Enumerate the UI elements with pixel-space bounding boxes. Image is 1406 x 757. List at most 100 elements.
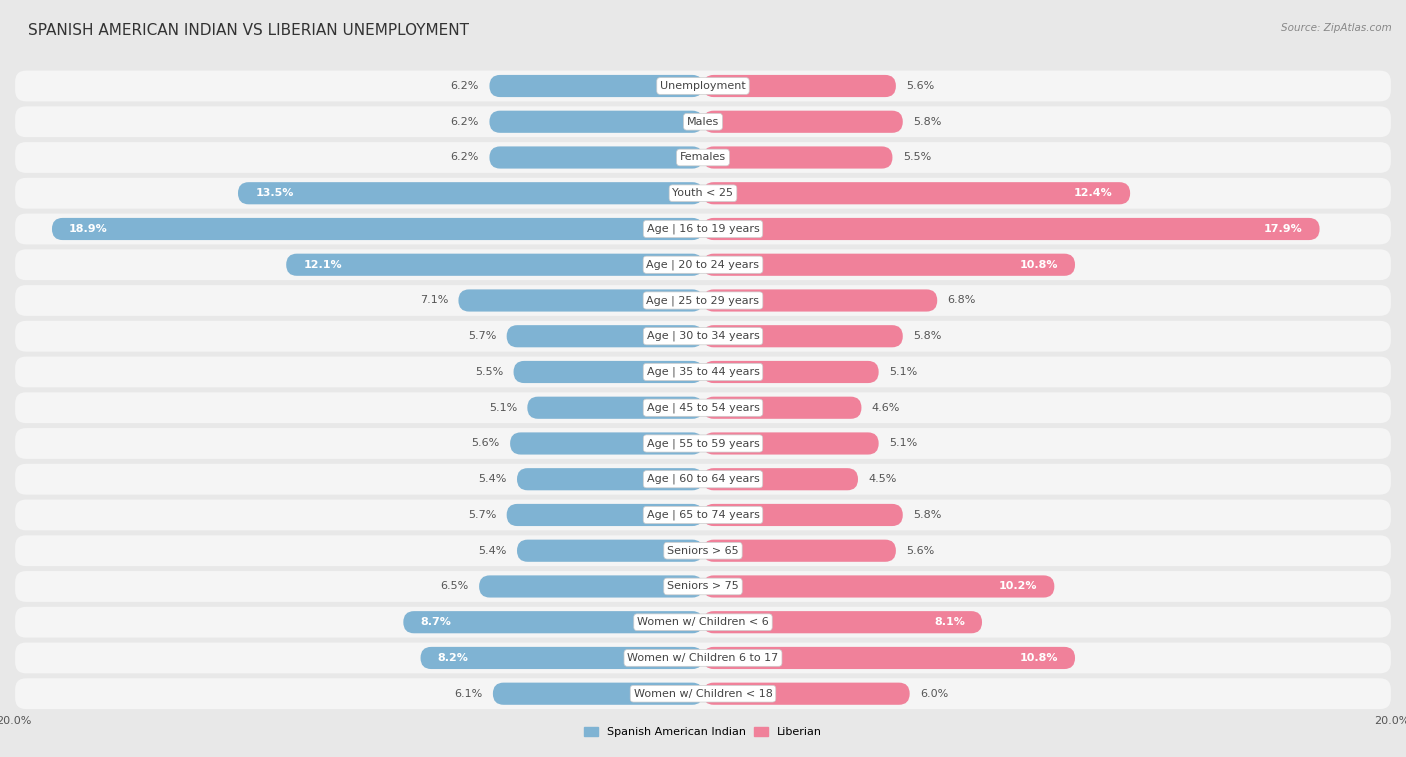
Text: Age | 65 to 74 years: Age | 65 to 74 years	[647, 509, 759, 520]
FancyBboxPatch shape	[458, 289, 703, 312]
Text: 7.1%: 7.1%	[420, 295, 449, 306]
FancyBboxPatch shape	[513, 361, 703, 383]
FancyBboxPatch shape	[14, 248, 1392, 281]
FancyBboxPatch shape	[14, 284, 1392, 317]
Text: 8.1%: 8.1%	[934, 617, 965, 628]
Text: Seniors > 75: Seniors > 75	[666, 581, 740, 591]
FancyBboxPatch shape	[14, 570, 1392, 603]
Text: 4.6%: 4.6%	[872, 403, 900, 413]
FancyBboxPatch shape	[703, 575, 1054, 597]
Text: 6.8%: 6.8%	[948, 295, 976, 306]
Text: 6.5%: 6.5%	[440, 581, 468, 591]
Text: 5.1%: 5.1%	[889, 438, 917, 448]
FancyBboxPatch shape	[703, 361, 879, 383]
Text: 10.2%: 10.2%	[998, 581, 1038, 591]
Text: 5.6%: 5.6%	[907, 546, 935, 556]
FancyBboxPatch shape	[14, 391, 1392, 424]
FancyBboxPatch shape	[489, 75, 703, 97]
Text: 5.8%: 5.8%	[912, 117, 942, 126]
Text: Women w/ Children 6 to 17: Women w/ Children 6 to 17	[627, 653, 779, 663]
FancyBboxPatch shape	[14, 427, 1392, 460]
FancyBboxPatch shape	[14, 534, 1392, 567]
Text: 10.8%: 10.8%	[1019, 260, 1057, 269]
FancyBboxPatch shape	[703, 397, 862, 419]
Text: Women w/ Children < 6: Women w/ Children < 6	[637, 617, 769, 628]
Legend: Spanish American Indian, Liberian: Spanish American Indian, Liberian	[579, 722, 827, 741]
Text: 10.8%: 10.8%	[1019, 653, 1057, 663]
FancyBboxPatch shape	[52, 218, 703, 240]
Text: 6.1%: 6.1%	[454, 689, 482, 699]
Text: Unemployment: Unemployment	[661, 81, 745, 91]
Text: 5.5%: 5.5%	[475, 367, 503, 377]
FancyBboxPatch shape	[703, 683, 910, 705]
Text: Source: ZipAtlas.com: Source: ZipAtlas.com	[1281, 23, 1392, 33]
Text: 4.5%: 4.5%	[869, 474, 897, 484]
Text: Females: Females	[681, 152, 725, 163]
Text: 6.2%: 6.2%	[451, 152, 479, 163]
Text: 5.7%: 5.7%	[468, 510, 496, 520]
Text: 5.4%: 5.4%	[478, 546, 506, 556]
FancyBboxPatch shape	[489, 146, 703, 169]
Text: Youth < 25: Youth < 25	[672, 188, 734, 198]
FancyBboxPatch shape	[14, 463, 1392, 496]
Text: Seniors > 65: Seniors > 65	[668, 546, 738, 556]
FancyBboxPatch shape	[517, 540, 703, 562]
Text: 5.1%: 5.1%	[889, 367, 917, 377]
Text: Age | 25 to 29 years: Age | 25 to 29 years	[647, 295, 759, 306]
FancyBboxPatch shape	[14, 70, 1392, 102]
Text: SPANISH AMERICAN INDIAN VS LIBERIAN UNEMPLOYMENT: SPANISH AMERICAN INDIAN VS LIBERIAN UNEM…	[28, 23, 470, 38]
Text: Women w/ Children < 18: Women w/ Children < 18	[634, 689, 772, 699]
FancyBboxPatch shape	[703, 540, 896, 562]
FancyBboxPatch shape	[703, 254, 1076, 276]
Text: Age | 20 to 24 years: Age | 20 to 24 years	[647, 260, 759, 270]
FancyBboxPatch shape	[703, 289, 938, 312]
FancyBboxPatch shape	[14, 105, 1392, 139]
Text: 6.2%: 6.2%	[451, 117, 479, 126]
FancyBboxPatch shape	[506, 504, 703, 526]
FancyBboxPatch shape	[479, 575, 703, 597]
Text: Males: Males	[688, 117, 718, 126]
FancyBboxPatch shape	[14, 641, 1392, 674]
FancyBboxPatch shape	[14, 141, 1392, 174]
Text: 12.4%: 12.4%	[1074, 188, 1114, 198]
FancyBboxPatch shape	[703, 504, 903, 526]
FancyBboxPatch shape	[287, 254, 703, 276]
FancyBboxPatch shape	[489, 111, 703, 132]
Text: Age | 35 to 44 years: Age | 35 to 44 years	[647, 366, 759, 377]
FancyBboxPatch shape	[703, 326, 903, 347]
Text: 5.6%: 5.6%	[471, 438, 499, 448]
Text: 5.1%: 5.1%	[489, 403, 517, 413]
FancyBboxPatch shape	[14, 356, 1392, 388]
Text: 5.6%: 5.6%	[907, 81, 935, 91]
Text: 8.2%: 8.2%	[437, 653, 468, 663]
FancyBboxPatch shape	[703, 468, 858, 491]
FancyBboxPatch shape	[14, 177, 1392, 210]
FancyBboxPatch shape	[420, 647, 703, 669]
FancyBboxPatch shape	[703, 432, 879, 454]
Text: Age | 45 to 54 years: Age | 45 to 54 years	[647, 403, 759, 413]
Text: 17.9%: 17.9%	[1264, 224, 1302, 234]
FancyBboxPatch shape	[517, 468, 703, 491]
FancyBboxPatch shape	[506, 326, 703, 347]
FancyBboxPatch shape	[703, 611, 981, 634]
FancyBboxPatch shape	[14, 678, 1392, 710]
Text: 6.2%: 6.2%	[451, 81, 479, 91]
FancyBboxPatch shape	[527, 397, 703, 419]
FancyBboxPatch shape	[703, 111, 903, 132]
Text: 5.5%: 5.5%	[903, 152, 931, 163]
FancyBboxPatch shape	[14, 319, 1392, 353]
FancyBboxPatch shape	[510, 432, 703, 454]
Text: 12.1%: 12.1%	[304, 260, 342, 269]
FancyBboxPatch shape	[14, 213, 1392, 245]
FancyBboxPatch shape	[404, 611, 703, 634]
Text: Age | 16 to 19 years: Age | 16 to 19 years	[647, 224, 759, 234]
Text: Age | 30 to 34 years: Age | 30 to 34 years	[647, 331, 759, 341]
Text: 18.9%: 18.9%	[69, 224, 108, 234]
Text: 13.5%: 13.5%	[256, 188, 294, 198]
Text: Age | 60 to 64 years: Age | 60 to 64 years	[647, 474, 759, 484]
Text: 5.8%: 5.8%	[912, 510, 942, 520]
Text: 5.4%: 5.4%	[478, 474, 506, 484]
FancyBboxPatch shape	[703, 218, 1320, 240]
FancyBboxPatch shape	[703, 75, 896, 97]
FancyBboxPatch shape	[703, 146, 893, 169]
